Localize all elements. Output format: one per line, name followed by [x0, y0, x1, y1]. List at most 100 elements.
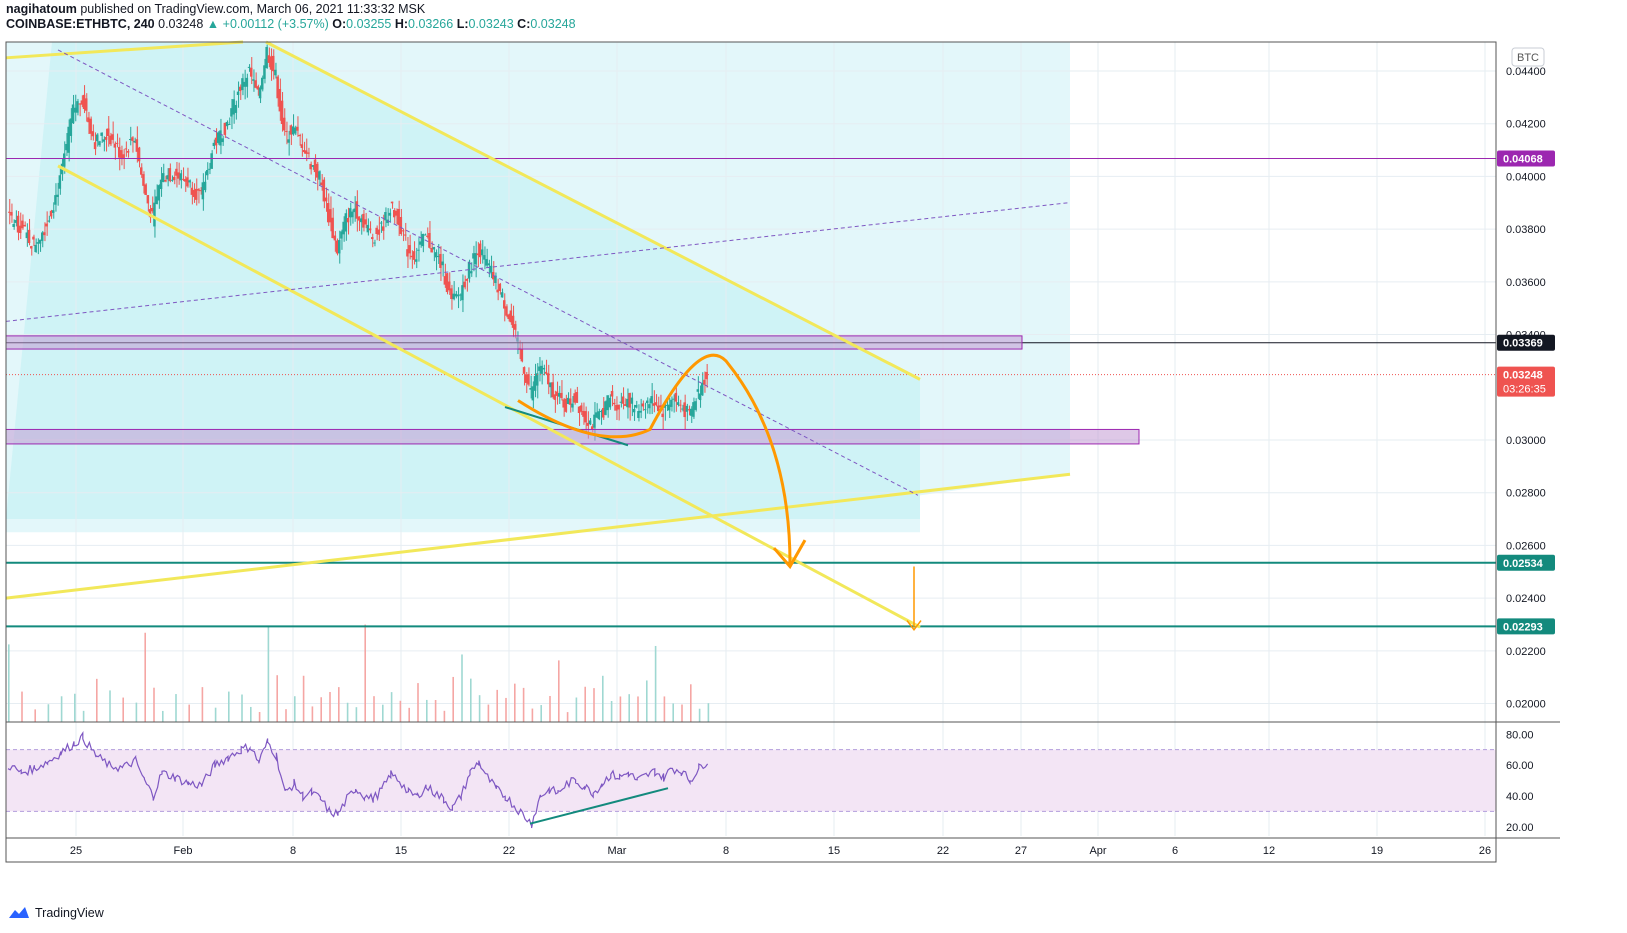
price-label-box [1497, 554, 1555, 571]
candle-body [278, 88, 282, 112]
candle-body [133, 140, 136, 143]
footer-brand[interactable]: TradingView [8, 906, 104, 920]
x-tick-label: 26 [1479, 845, 1491, 857]
candle-body [192, 189, 196, 198]
candle-body [296, 126, 299, 131]
rsi-tick-label: 60.00 [1506, 760, 1534, 772]
candle-body [294, 127, 297, 134]
candle-body [355, 201, 359, 219]
volume-bar [346, 702, 349, 722]
candle-body [159, 179, 163, 190]
candle-body [43, 232, 46, 236]
candle-body [342, 221, 345, 235]
candle-body [217, 132, 220, 143]
candle-body [580, 405, 583, 412]
candle-body [131, 137, 134, 141]
candle-body [575, 392, 579, 403]
volume-bar [34, 709, 36, 722]
candle-body [181, 178, 185, 180]
candle-body [538, 366, 541, 371]
candle-body [78, 103, 81, 105]
candle-body [241, 78, 244, 91]
candle-body [272, 55, 275, 72]
candle-body [144, 184, 147, 196]
trend-drawings [5, 40, 1496, 631]
x-tick-label: 27 [1015, 845, 1027, 857]
publisher-name[interactable]: nagihatoum [6, 2, 77, 16]
rsi-tick-label: 20.00 [1506, 822, 1534, 834]
candle-body [643, 409, 647, 411]
volume-bar [575, 697, 578, 722]
volume-bar [417, 683, 419, 722]
candle-body [45, 223, 48, 227]
axes: 25 Feb 8 15 22 Mar 8 15 22 27 Apr 6 12 19 26 0.04400 0.0… [5, 41, 1560, 863]
candle-body [683, 402, 686, 418]
candle-body [659, 405, 662, 408]
candle-body [397, 209, 400, 226]
y-tick-label: 0.04200 [1506, 119, 1546, 131]
candle-body [573, 393, 576, 403]
candle-body [615, 405, 618, 411]
candle-body [10, 212, 13, 216]
candle-body [338, 240, 341, 254]
volume-bar [690, 684, 692, 722]
candle-body [201, 182, 205, 200]
volume-bar [188, 704, 190, 722]
candle-body [206, 169, 209, 176]
candle-body [56, 194, 59, 197]
candle-body [599, 411, 603, 413]
candle-body [386, 219, 389, 223]
volume-bar [399, 700, 402, 722]
candle-body [694, 401, 697, 410]
volume-bar [122, 697, 124, 722]
candle-body [571, 403, 574, 408]
candle-body [228, 123, 231, 125]
candle-body [208, 168, 211, 170]
candle-body [100, 132, 103, 136]
volume-bar [663, 696, 666, 722]
price-label: 0.03248 [1503, 370, 1543, 382]
candle-body [258, 87, 262, 99]
close-label: C: [517, 17, 531, 31]
candle-body [340, 231, 343, 239]
y-tick-label: 0.02600 [1506, 540, 1546, 552]
volume-bar [707, 703, 710, 722]
candle-body [102, 139, 106, 142]
candle-body [470, 271, 473, 274]
candle-body [162, 173, 165, 183]
candle-body [476, 253, 480, 256]
candle-body [679, 404, 682, 406]
candle-body [214, 137, 218, 146]
candle-body [243, 81, 246, 87]
candle-body [665, 404, 669, 406]
candle-body [362, 213, 365, 228]
candle-body [652, 403, 656, 406]
candle-body [461, 285, 464, 301]
volume-bar [505, 697, 507, 722]
candle-body [610, 390, 614, 397]
candle-body [498, 283, 502, 291]
candle-body [540, 365, 543, 374]
candle-body [368, 228, 372, 231]
candle-body [155, 196, 158, 205]
candle-body [505, 306, 508, 316]
candle-body [426, 235, 429, 237]
volume-bar [452, 676, 454, 722]
symbol-label[interactable]: COINBASE:ETHBTC, 240 [6, 17, 155, 31]
x-tick-label: 8 [723, 845, 729, 857]
candle-body [390, 201, 394, 204]
candle-body [650, 396, 653, 404]
candle-body [261, 77, 264, 90]
candle-body [109, 135, 112, 145]
volume-bar [74, 693, 76, 722]
volume-bar [637, 696, 639, 722]
volume-bar [619, 696, 622, 722]
candle-body [177, 172, 180, 179]
candle-body [604, 401, 607, 415]
candle-body [71, 104, 75, 124]
candle-body [602, 408, 605, 418]
volume-bar [496, 689, 498, 722]
candle-body [186, 177, 189, 187]
candle-body [701, 382, 704, 396]
